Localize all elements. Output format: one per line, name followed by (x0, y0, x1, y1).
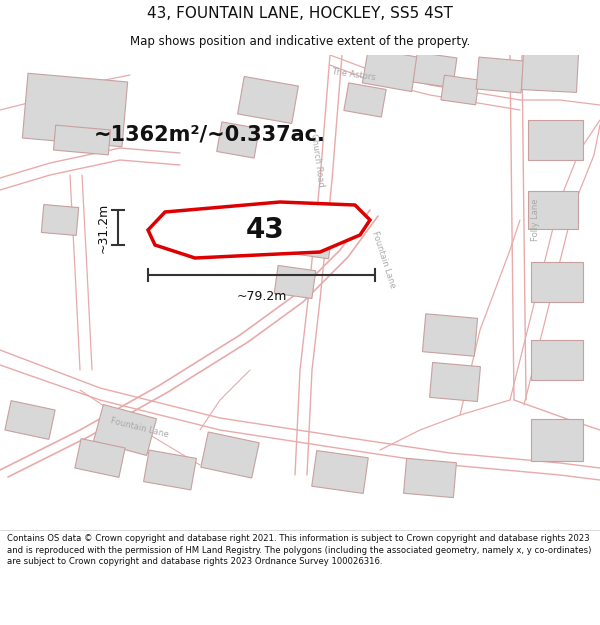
Polygon shape (53, 125, 110, 155)
Polygon shape (404, 458, 457, 498)
Polygon shape (430, 362, 481, 401)
Polygon shape (287, 221, 333, 259)
Text: Fountain Lane: Fountain Lane (110, 416, 170, 439)
Polygon shape (5, 401, 55, 439)
Text: 43: 43 (245, 216, 284, 244)
Text: ~31.2m: ~31.2m (97, 202, 110, 252)
Polygon shape (527, 120, 583, 160)
Polygon shape (528, 191, 578, 229)
Text: Map shows position and indicative extent of the property.: Map shows position and indicative extent… (130, 35, 470, 48)
Polygon shape (531, 419, 583, 461)
Text: Fountain Lane: Fountain Lane (370, 230, 397, 290)
Polygon shape (476, 57, 524, 93)
Polygon shape (148, 202, 370, 258)
Polygon shape (217, 122, 259, 158)
Text: Church Road: Church Road (309, 132, 325, 188)
Polygon shape (344, 83, 386, 117)
Text: ~79.2m: ~79.2m (236, 290, 287, 303)
Polygon shape (22, 73, 128, 147)
Polygon shape (143, 450, 196, 490)
Polygon shape (441, 75, 479, 105)
Polygon shape (274, 266, 316, 299)
Text: ~1362m²/~0.337ac.: ~1362m²/~0.337ac. (94, 125, 326, 145)
Polygon shape (413, 52, 457, 88)
Polygon shape (531, 262, 583, 302)
Text: Contains OS data © Crown copyright and database right 2021. This information is : Contains OS data © Crown copyright and d… (7, 534, 592, 566)
Polygon shape (201, 432, 259, 478)
Polygon shape (238, 76, 298, 124)
Polygon shape (362, 48, 418, 92)
Text: Folly Lane: Folly Lane (530, 199, 539, 241)
Polygon shape (422, 314, 478, 356)
Polygon shape (312, 451, 368, 494)
Text: The Astors: The Astors (330, 68, 376, 82)
Text: 43, FOUNTAIN LANE, HOCKLEY, SS5 4ST: 43, FOUNTAIN LANE, HOCKLEY, SS5 4ST (147, 6, 453, 21)
Polygon shape (75, 439, 125, 478)
Polygon shape (94, 404, 157, 456)
Polygon shape (41, 204, 79, 236)
Polygon shape (531, 340, 583, 380)
Polygon shape (521, 52, 578, 92)
